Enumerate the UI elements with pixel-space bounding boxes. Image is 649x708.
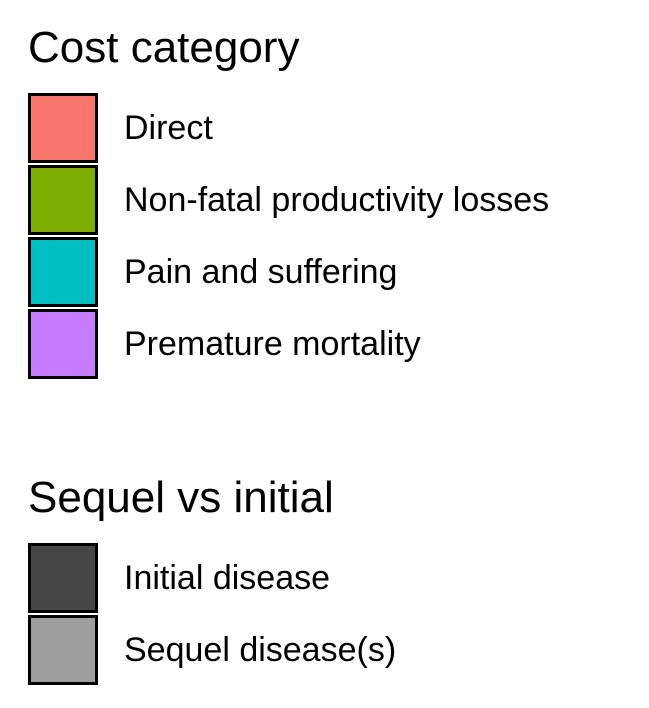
legend-swatch bbox=[28, 309, 98, 379]
legend-swatch bbox=[28, 615, 98, 685]
legend-items: Direct Non-fatal productivity losses Pain … bbox=[28, 92, 549, 380]
legend-swatch bbox=[28, 93, 98, 163]
legend-label: Pain and suffering bbox=[124, 253, 398, 291]
legend-swatch bbox=[28, 543, 98, 613]
legend-label: Initial disease bbox=[124, 559, 331, 597]
legend-title: Sequel vs initial bbox=[28, 473, 334, 522]
legend-entry: Sequel disease(s) bbox=[28, 614, 396, 686]
legend-label: Direct bbox=[124, 109, 213, 147]
legend-entry: Initial disease bbox=[28, 542, 396, 614]
legend-items: Initial disease Sequel disease(s) bbox=[28, 542, 396, 686]
legend-swatch bbox=[28, 237, 98, 307]
legend-label: Sequel disease(s) bbox=[124, 631, 397, 669]
legend-entry: Pain and suffering bbox=[28, 236, 549, 308]
legend-entry: Direct bbox=[28, 92, 549, 164]
legend-sequel-vs-initial: Sequel vs initial Initial disease Sequel … bbox=[28, 472, 396, 686]
legend-cost-category: Cost category Direct Non-fatal productivi… bbox=[28, 22, 549, 380]
legend-label: Non-fatal productivity losses bbox=[124, 181, 550, 219]
legend-entry: Premature mortality bbox=[28, 308, 549, 380]
legend-entry: Non-fatal productivity losses bbox=[28, 164, 549, 236]
legend-title: Cost category bbox=[28, 23, 300, 72]
legend-label: Premature mortality bbox=[124, 325, 421, 363]
legend-swatch bbox=[28, 165, 98, 235]
